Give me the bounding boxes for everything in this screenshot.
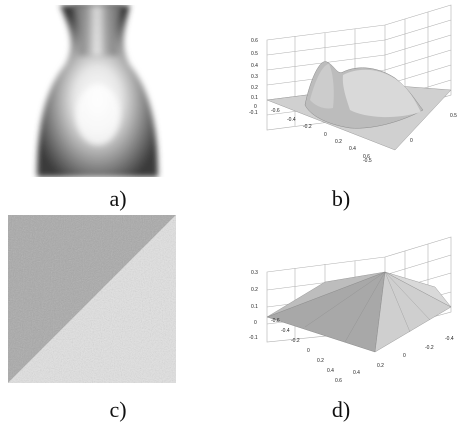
- d-y-tick-0: 0.4: [353, 370, 360, 376]
- b-x-tick-1: -0.4: [287, 117, 296, 123]
- b-y-tick-1: 0: [410, 138, 413, 144]
- panel-b-caption: b): [331, 186, 351, 211]
- b-z-tick-2: 0.4: [251, 63, 258, 69]
- d-z-tick-1: 0.2: [251, 287, 258, 293]
- b-x-tick-0: -0.6: [271, 108, 280, 114]
- b-x-tick-5: 0.4: [349, 146, 356, 152]
- b-z-tick-7: -0.1: [249, 110, 258, 116]
- b-z-tick-3: 0.3: [251, 74, 258, 80]
- d-x-tick-5: 0.4: [327, 368, 334, 374]
- d-z-tick-4: -0.1: [249, 335, 258, 341]
- d-x-tick-2: -0.2: [291, 338, 300, 344]
- b-x-tick-3: 0: [324, 132, 327, 138]
- d-x-tick-4: 0.2: [317, 358, 324, 364]
- panel-d-caption: d): [331, 397, 351, 422]
- d-z-tick-0: 0.3: [251, 270, 258, 276]
- b-x-tick-6: 0.6: [363, 154, 370, 160]
- d-z-tick-2: 0.1: [251, 304, 258, 310]
- b-z-tick-5: 0.1: [251, 95, 258, 101]
- d-z-tick-3: 0: [254, 320, 257, 326]
- d-y-tick-4: -0.4: [445, 336, 454, 342]
- b-z-tick-6: 0: [254, 104, 257, 110]
- b-y-tick-2: 0.5: [450, 113, 457, 119]
- d-y-tick-2: 0: [403, 353, 406, 359]
- d-x-tick-6: 0.6: [335, 378, 342, 384]
- panel-a-image: [30, 5, 165, 177]
- b-z-tick-1: 0.5: [251, 51, 258, 57]
- panel-a-caption: a): [109, 186, 127, 211]
- panel-d-surface-plot: 0.3 0.2 0.1 0 -0.1 -0.6 -0.4 -0.2 0 0.2 …: [245, 212, 460, 390]
- d-y-tick-3: -0.2: [425, 345, 434, 351]
- b-z-tick-0: 0.6: [251, 38, 258, 44]
- b-x-tick-2: -0.2: [303, 124, 312, 130]
- panel-c-caption: c): [109, 397, 127, 422]
- panel-c-image: [8, 215, 176, 383]
- b-x-tick-4: 0.2: [335, 139, 342, 145]
- b-y-tick-0: -0.5: [363, 158, 372, 164]
- panel-b-surface-plot: 0.6 0.5 0.4 0.3 0.2 0.1 0 -0.1 -0.6 -0.4…: [245, 0, 460, 180]
- d-x-tick-0: -0.6: [271, 318, 280, 324]
- b-z-tick-4: 0.2: [251, 85, 258, 91]
- d-x-tick-1: -0.4: [281, 328, 290, 334]
- d-x-tick-3: 0: [307, 348, 310, 354]
- d-y-tick-1: 0.2: [377, 363, 384, 369]
